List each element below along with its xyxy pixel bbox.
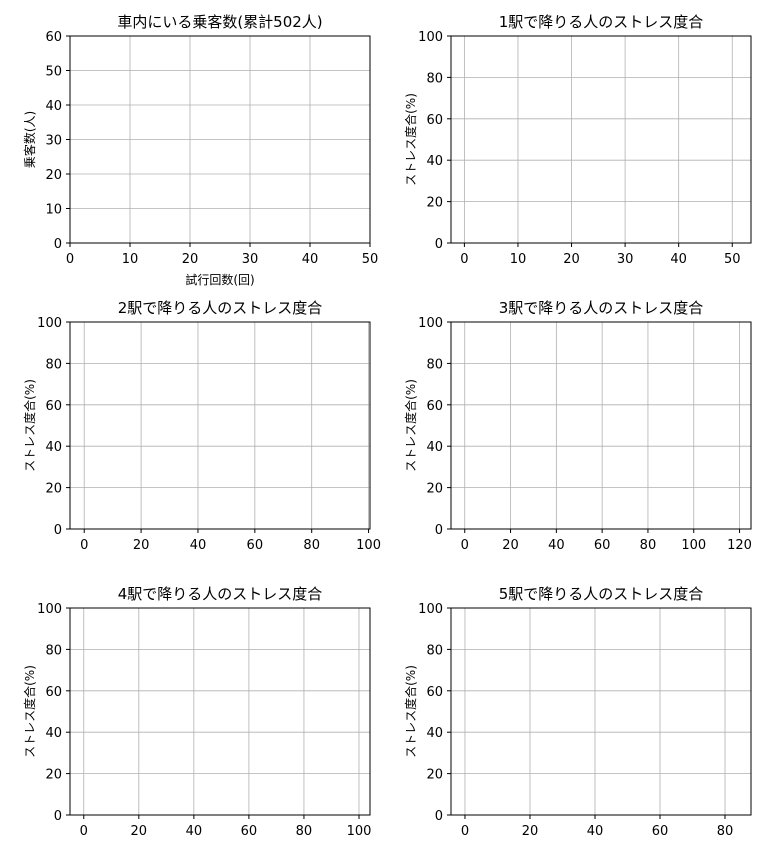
y-tick-label: 100 (418, 602, 443, 617)
x-tick-label: 60 (241, 824, 258, 839)
y-tick-label: 50 (45, 65, 62, 80)
y-tick-label: 40 (45, 99, 62, 114)
chart-title: 4駅で降りる人のストレス度合 (118, 585, 323, 603)
x-tick-label: 0 (80, 538, 88, 553)
x-tick-label: 80 (303, 538, 320, 553)
chart-title: 2駅で降りる人のストレス度合 (118, 299, 323, 317)
y-axis-label: ストレス度合(%) (22, 379, 37, 472)
y-tick-label: 20 (45, 482, 62, 497)
x-tick-label: 10 (122, 252, 139, 267)
chart-title: 車内にいる乗客数(累計502人) (117, 13, 322, 31)
y-tick-label: 20 (426, 768, 443, 783)
y-tick-label: 40 (45, 726, 62, 741)
y-tick-label: 0 (54, 809, 62, 824)
y-tick-label: 0 (435, 809, 443, 824)
y-tick-label: 30 (45, 134, 62, 149)
x-tick-label: 0 (461, 538, 469, 553)
y-tick-label: 0 (54, 237, 62, 252)
x-tick-label: 60 (652, 824, 669, 839)
y-axis-label: 乗客数(人) (22, 111, 37, 168)
y-tick-label: 60 (45, 30, 62, 45)
x-tick-label: 50 (724, 252, 741, 267)
y-tick-label: 40 (426, 726, 443, 741)
y-axis-label: ストレス度合(%) (22, 665, 37, 758)
y-tick-label: 0 (435, 237, 443, 252)
x-tick-label: 0 (80, 824, 88, 839)
chart-panel-1: 0 10 20 30 40 50 0 10 20 30 40 50 60 車内にいる乗客数(累計502人)… (22, 13, 378, 287)
y-tick-label: 20 (426, 196, 443, 211)
y-tick-label: 100 (37, 316, 62, 331)
y-tick-label: 100 (418, 30, 443, 45)
y-tick-label: 80 (426, 357, 443, 372)
x-tick-label: 40 (186, 824, 203, 839)
chart-panel-2: 0 10 20 30 40 50 0 20 40 60 80 100 1駅で降りる人のストレス度合ストレ… (403, 13, 752, 267)
y-tick-label: 40 (426, 440, 443, 455)
x-tick-label: 100 (347, 824, 372, 839)
plot-frame (450, 607, 752, 816)
x-tick-label: 0 (461, 824, 469, 839)
x-tick-label: 60 (594, 538, 611, 553)
plot-frame (450, 35, 752, 244)
y-tick-label: 80 (45, 643, 62, 658)
x-tick-label: 10 (510, 252, 527, 267)
y-tick-label: 40 (45, 440, 62, 455)
y-tick-label: 20 (426, 482, 443, 497)
x-tick-label: 40 (670, 252, 687, 267)
y-tick-label: 40 (426, 154, 443, 169)
x-tick-label: 80 (296, 824, 313, 839)
x-tick-label: 40 (587, 824, 604, 839)
x-tick-label: 20 (131, 824, 148, 839)
y-tick-label: 60 (45, 399, 62, 414)
chart-title: 5駅で降りる人のストレス度合 (499, 585, 704, 603)
y-tick-label: 80 (426, 71, 443, 86)
plot-frame (69, 607, 371, 816)
x-tick-label: 40 (302, 252, 319, 267)
y-tick-label: 80 (45, 357, 62, 372)
x-tick-label: 30 (617, 252, 634, 267)
x-tick-label: 40 (548, 538, 565, 553)
x-tick-label: 20 (502, 538, 519, 553)
chart-panel-5: 0 20 40 60 80 100 0 20 40 60 80 100 4駅で降りる人のストレス度合スト… (22, 585, 371, 839)
x-tick-label: 50 (362, 252, 379, 267)
x-tick-label: 20 (563, 252, 580, 267)
y-tick-label: 10 (45, 203, 62, 218)
y-tick-label: 60 (45, 685, 62, 700)
x-tick-label: 120 (727, 538, 752, 553)
chart-title: 3駅で降りる人のストレス度合 (499, 299, 704, 317)
x-tick-label: 20 (133, 538, 150, 553)
chart-panel-6: 0 20 40 60 80 0 20 40 60 80 100 5駅で降りる人のストレス度合ストレス度… (403, 585, 752, 839)
y-axis-label: ストレス度合(%) (403, 93, 418, 186)
y-tick-label: 100 (37, 602, 62, 617)
x-tick-label: 80 (640, 538, 657, 553)
y-tick-label: 60 (426, 113, 443, 128)
x-tick-label: 60 (247, 538, 264, 553)
y-tick-label: 100 (418, 316, 443, 331)
x-tick-label: 100 (681, 538, 706, 553)
y-tick-label: 80 (426, 643, 443, 658)
x-tick-label: 0 (460, 252, 468, 267)
x-tick-label: 40 (190, 538, 207, 553)
y-tick-label: 20 (45, 168, 62, 183)
x-tick-label: 20 (522, 824, 539, 839)
y-tick-label: 0 (435, 523, 443, 538)
chart-panel-3: 0 20 40 60 80 100 0 20 40 60 80 100 2駅で降りる人のストレス度合スト… (22, 299, 381, 553)
x-tick-label: 0 (66, 252, 74, 267)
y-tick-label: 20 (45, 768, 62, 783)
x-axis-label: 試行回数(回) (185, 272, 254, 287)
x-tick-label: 100 (356, 538, 381, 553)
y-tick-label: 60 (426, 399, 443, 414)
plot-frame (69, 321, 371, 530)
plot-frame (450, 321, 752, 530)
chart-title: 1駅で降りる人のストレス度合 (499, 13, 704, 31)
chart-panel-4: 0 20 40 60 80 100 120 0 20 40 60 80 100 3駅で降りる人のストレス度… (403, 299, 752, 553)
y-tick-label: 0 (54, 523, 62, 538)
x-tick-label: 80 (717, 824, 734, 839)
y-tick-label: 60 (426, 685, 443, 700)
y-axis-label: ストレス度合(%) (403, 379, 418, 472)
y-axis-label: ストレス度合(%) (403, 665, 418, 758)
x-tick-label: 30 (242, 252, 259, 267)
x-tick-label: 20 (182, 252, 199, 267)
